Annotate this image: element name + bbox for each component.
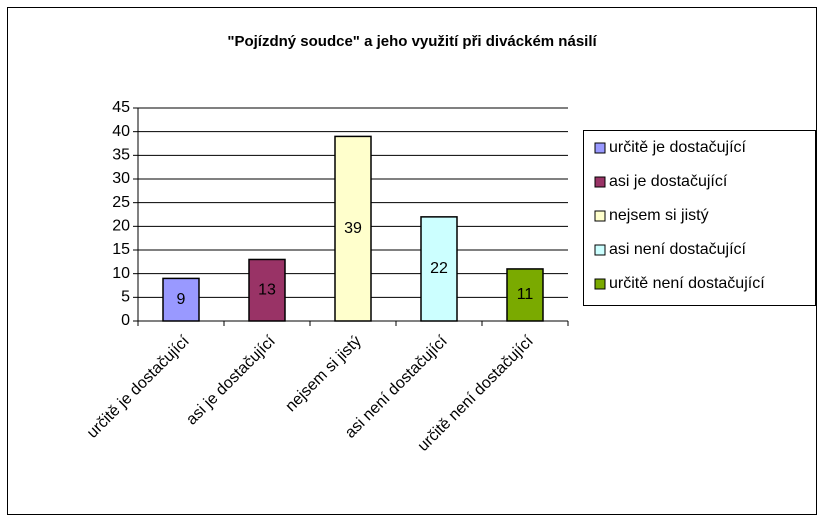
legend-label: asi není dostačující (609, 241, 747, 258)
chart-title: "Pojízdný soudce" a jeho využití při div… (227, 33, 597, 50)
legend-label: nejsem si jistý (609, 207, 709, 224)
data-label: 39 (344, 220, 362, 237)
y-tick-label: 45 (112, 99, 130, 116)
data-label: 22 (430, 260, 448, 277)
data-label: 9 (177, 291, 186, 308)
y-tick-label: 20 (112, 218, 130, 235)
bar (334, 135, 372, 322)
legend-swatch (594, 278, 606, 290)
y-tick-label: 30 (112, 170, 130, 187)
y-tick-label: 0 (121, 312, 130, 329)
legend-box (583, 130, 816, 306)
y-tick-label: 40 (112, 123, 130, 140)
bar (162, 277, 200, 322)
legend-swatch (594, 176, 606, 188)
y-tick-label: 25 (112, 194, 130, 211)
legend-swatch (594, 244, 606, 256)
bar (506, 268, 544, 322)
bar (420, 216, 458, 322)
y-tick-label: 35 (112, 147, 130, 164)
y-tick-label: 15 (112, 241, 130, 258)
legend-label: asi je dostačující (609, 173, 728, 190)
legend-swatch (594, 142, 606, 154)
data-label: 13 (258, 281, 276, 298)
y-tick-label: 10 (112, 265, 130, 282)
legend-label: určitě není dostačující (609, 275, 765, 292)
y-tick-label: 5 (121, 289, 130, 306)
data-label: 11 (517, 286, 534, 303)
legend-label: určitě je dostačující (609, 139, 747, 156)
legend-swatch (594, 210, 606, 222)
bar (248, 258, 286, 322)
